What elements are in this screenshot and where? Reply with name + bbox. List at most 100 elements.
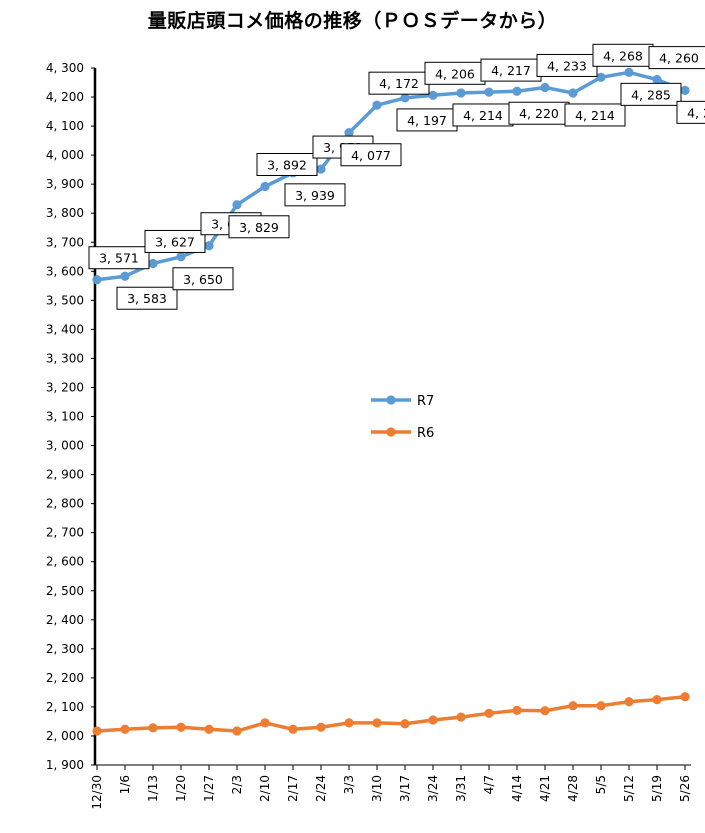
y-tick-label: 2, 000: [46, 729, 84, 743]
y-tick-label: 3, 000: [46, 439, 84, 453]
data-label-box: [284, 183, 346, 207]
data-label: 3, 650: [183, 272, 223, 287]
data-point-R6: [176, 722, 186, 732]
x-tick-label: 2/17: [286, 775, 300, 802]
y-tick-label: 3, 900: [46, 177, 84, 191]
data-point-R6: [624, 697, 634, 707]
legend-marker-R6: [386, 427, 396, 437]
y-tick-label: 2, 800: [46, 497, 84, 511]
data-label: 3, 583: [127, 291, 167, 306]
y-tick-label: 4, 000: [46, 148, 84, 162]
data-point-R7: [568, 88, 578, 98]
x-tick-label: 4/21: [538, 775, 552, 802]
data-point-R7: [540, 82, 550, 93]
data-point-R7: [596, 72, 606, 82]
data-label: 3, 627: [155, 234, 195, 249]
data-label-box: [648, 46, 705, 70]
x-tick-label: 3/17: [398, 775, 412, 802]
data-point-R7: [232, 200, 242, 210]
data-point-R7: [92, 275, 102, 285]
y-tick-label: 3, 700: [46, 235, 84, 249]
y-tick-label: 4, 200: [46, 90, 84, 104]
data-label: 4, 260: [659, 51, 699, 66]
legend-label-R7: R7: [417, 394, 434, 409]
y-tick-label: 2, 500: [46, 584, 84, 598]
data-label: 3, 939: [295, 188, 335, 203]
data-point-R6: [400, 719, 410, 729]
data-point-R6: [316, 722, 326, 732]
chart-axes: [93, 68, 691, 766]
data-point-R7: [204, 241, 214, 251]
y-tick-label: 2, 300: [46, 642, 84, 656]
data-point-R7: [456, 88, 466, 98]
x-tick-label: 1/27: [202, 775, 216, 802]
data-label-box: [172, 267, 234, 291]
data-point-R7: [680, 85, 690, 95]
data-label-box: [256, 152, 318, 176]
x-tick-label: 2/10: [258, 775, 272, 802]
data-point-R6: [568, 701, 578, 711]
data-label: 4, 077: [351, 148, 391, 163]
y-tick-label: 3, 300: [46, 351, 84, 365]
y-tick-label: 2, 600: [46, 555, 84, 569]
x-tick-label: 5/19: [650, 775, 664, 802]
data-point-R7: [428, 90, 438, 100]
x-tick-label: 2/3: [230, 775, 244, 794]
data-label-box: [676, 100, 705, 124]
data-point-R7: [400, 93, 410, 103]
y-tick-label: 3, 200: [46, 380, 84, 394]
data-label: 4, 233: [547, 58, 587, 73]
data-point-R6: [596, 701, 606, 711]
data-point-R6: [148, 723, 158, 733]
y-tick-label: 1, 900: [46, 758, 84, 772]
chart-title: 量販店頭コメ価格の推移（ＰＯＳデータから）: [147, 10, 558, 32]
x-tick-label: 1/13: [146, 775, 160, 802]
x-tick-label: 3/3: [342, 775, 356, 794]
data-label-box: [144, 229, 206, 253]
x-axis-ticks: 12/30 1/6 1/13 1/20 1/27 2/3 2/10 2/17 2/24 3/3 3/…: [90, 765, 692, 810]
y-tick-label: 2, 200: [46, 671, 84, 685]
data-point-R7: [484, 87, 494, 97]
y-tick-label: 4, 300: [46, 61, 84, 75]
data-point-R6: [428, 715, 438, 725]
data-point-R6: [120, 724, 130, 734]
data-label: 4, 197: [407, 113, 447, 128]
data-point-R7: [652, 75, 662, 85]
y-tick-label: 2, 700: [46, 526, 84, 540]
data-label-box: [340, 143, 402, 167]
data-point-R6: [372, 718, 382, 728]
data-point-R7: [316, 164, 326, 174]
data-point-R7: [120, 271, 130, 281]
data-point-R6: [456, 712, 466, 722]
data-label: 4, 217: [491, 63, 531, 78]
x-tick-label: 12/30: [90, 775, 104, 810]
data-label: 3, 829: [239, 220, 279, 235]
data-point-R6: [540, 706, 550, 716]
data-label: 4, 223: [687, 105, 705, 120]
data-label-box: [228, 215, 290, 239]
data-point-R7: [176, 252, 186, 262]
y-axis-ticks: 1, 900 2, 000 2, 100 2, 200 2, 300 2, 400 2, 5…: [46, 61, 95, 772]
y-tick-label: 3, 100: [46, 410, 84, 424]
y-tick-label: 4, 100: [46, 119, 84, 133]
x-tick-label: 4/14: [510, 775, 524, 802]
y-tick-label: 3, 600: [46, 264, 84, 278]
x-tick-label: 1/20: [174, 775, 188, 802]
y-tick-label: 3, 800: [46, 206, 84, 220]
data-label: 4, 172: [379, 76, 419, 91]
data-point-R6: [652, 695, 662, 705]
data-point-R6: [260, 718, 270, 728]
data-point-R7: [372, 100, 382, 110]
x-tick-label: 4/28: [566, 775, 580, 802]
data-label: 4, 214: [463, 108, 503, 123]
data-label: 4, 220: [519, 106, 559, 121]
data-label: 4, 214: [575, 108, 615, 123]
y-tick-label: 3, 500: [46, 293, 84, 307]
x-tick-label: 5/12: [622, 775, 636, 802]
data-point-R6: [344, 718, 354, 728]
x-tick-label: 3/10: [370, 775, 384, 802]
y-tick-label: 2, 400: [46, 613, 84, 627]
data-point-R7: [148, 258, 158, 269]
